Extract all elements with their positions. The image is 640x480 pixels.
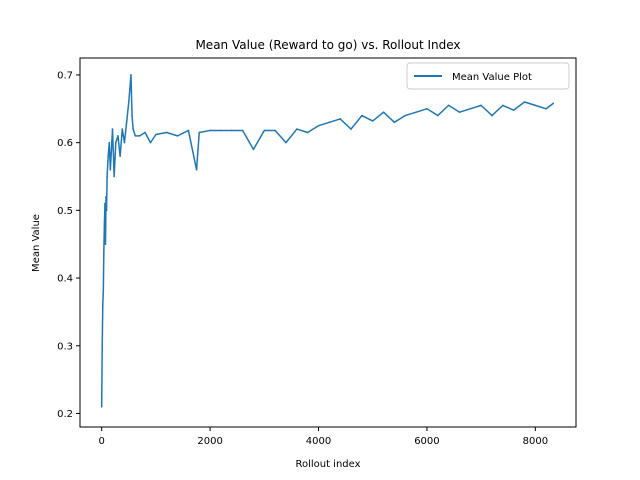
x-axis-label: Rollout index [295,459,360,470]
y-axis: 0.2 0.3 0.4 0.5 0.6 0.7 [57,70,80,420]
y-tick-label: 0.5 [57,206,73,217]
data-point [109,168,112,171]
data-point [138,135,141,137]
data-point [447,104,450,107]
data-point [176,135,179,137]
data-point [285,141,287,144]
data-point [230,129,233,132]
data-point [187,129,190,132]
data-point [117,135,119,137]
y-tick-label: 0.7 [57,70,73,81]
data-point [102,290,105,293]
data-point [130,74,132,76]
data-point [101,344,104,347]
data-point [134,135,137,137]
data-point [361,114,363,117]
data-point [241,129,244,132]
data-point [491,114,493,117]
data-point [382,111,385,113]
data-point [523,101,526,103]
x-tick-label: 2000 [197,436,222,447]
data-point [103,223,106,225]
data-point [317,124,320,127]
y-tick-label: 0.4 [57,274,73,285]
data-point [103,250,105,252]
x-tick-label: 8000 [523,436,548,447]
data-point [350,128,352,130]
data-point [132,128,134,130]
data-point [101,304,104,306]
data-point [123,141,126,144]
data-point [426,107,428,110]
data-point [113,175,115,178]
x-axis: 0 2000 4000 6000 8000 [98,427,548,447]
x-tick-label: 6000 [414,436,439,447]
data-point [155,133,157,136]
data-point [469,107,472,110]
data-point [195,168,198,171]
data-point [393,121,396,124]
data-point [296,128,298,130]
data-point [114,141,117,144]
series-layer [100,74,555,408]
data-point [552,102,555,105]
data-point [436,114,439,117]
data-point [144,131,146,134]
data-point [458,111,461,113]
data-point [339,118,342,120]
data-point [104,243,107,245]
legend: Mean Value Plot [406,62,570,90]
data-point [127,101,130,103]
data-point [121,128,124,130]
data-point [111,128,114,130]
data-point [119,155,121,157]
data-point [371,120,374,122]
data-point [125,121,128,124]
data-point [545,107,547,110]
chart-title: Mean Value (Reward to go) vs. Rollout In… [195,38,460,52]
data-point [404,114,407,117]
data-point [252,148,255,151]
data-point [534,104,537,107]
data-point [415,111,417,113]
legend-box [406,62,570,90]
data-point [108,141,111,144]
data-point [220,129,222,132]
data-point [209,129,211,132]
data-point [100,405,103,408]
data-point [131,114,133,117]
data-point [480,104,482,107]
data-point [306,131,309,134]
data-point [105,196,107,198]
y-tick-label: 0.6 [57,138,73,149]
data-point [107,155,109,157]
data-point [149,141,152,144]
data-point [106,175,108,178]
data-point [165,131,168,134]
legend-label: Mean Value Plot [452,72,532,83]
data-point [104,202,106,205]
data-point [502,104,504,107]
y-axis-label: Mean Value [31,214,42,272]
x-tick-label: 4000 [306,436,331,447]
data-point [105,209,108,212]
data-point [198,131,201,134]
data-point [328,121,331,124]
y-tick-label: 0.3 [57,341,73,352]
data-point [274,129,276,132]
data-point [263,129,266,132]
data-point [110,148,113,151]
plot-frame [79,57,577,428]
x-tick-label: 0 [98,436,104,447]
y-tick-label: 0.2 [57,409,73,420]
data-point [512,109,515,111]
series-line [100,74,554,407]
